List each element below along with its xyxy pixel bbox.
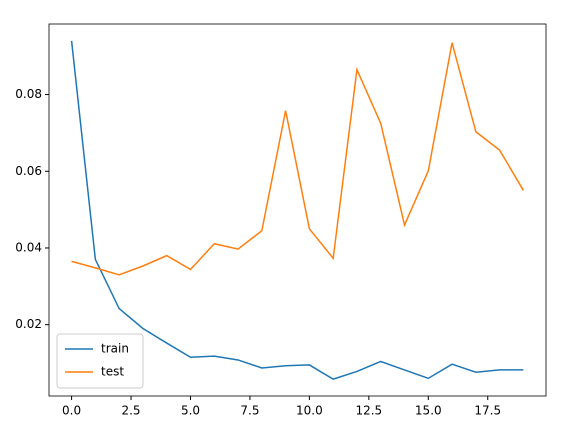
x-tick-label: 10.0	[296, 404, 323, 418]
legend-box	[56, 333, 144, 389]
x-tick-label: 15.0	[415, 404, 442, 418]
line-series	[71, 42, 525, 276]
legend-label: train	[101, 342, 129, 356]
x-tick-label: 2.5	[121, 404, 140, 418]
y-tick-label: 0.08	[15, 87, 42, 101]
legend-label: test	[101, 365, 124, 379]
line-series	[70, 40, 524, 380]
x-tick-label: 5.0	[181, 404, 200, 418]
x-tick-label: 7.5	[240, 404, 259, 418]
axes-frame	[48, 23, 547, 397]
x-tick-label: 17.5	[474, 404, 501, 418]
x-tick-label: 12.5	[355, 404, 382, 418]
y-tick-label: 0.06	[15, 164, 42, 178]
x-tick-label: 0.0	[62, 404, 81, 418]
y-tick-label: 0.02	[15, 317, 42, 331]
y-tick-label: 0.04	[15, 240, 42, 254]
